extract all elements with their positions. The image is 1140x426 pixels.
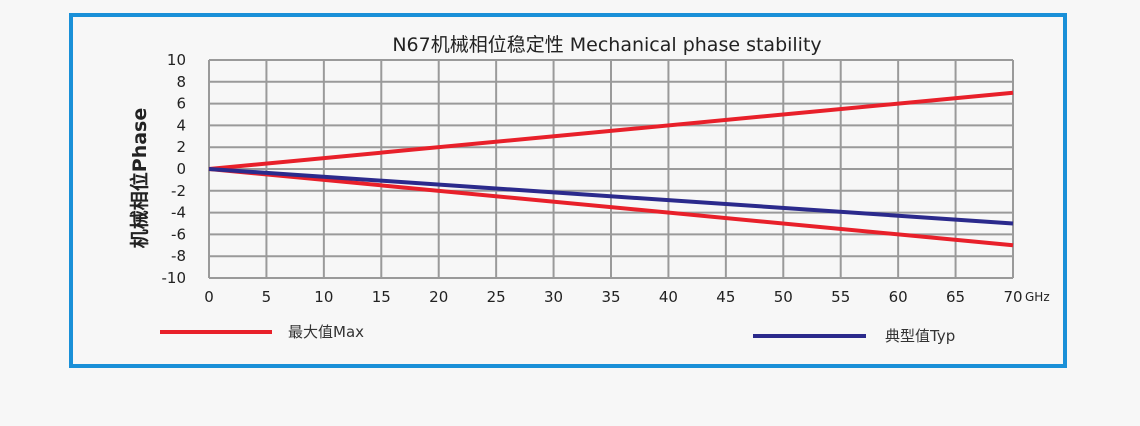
y-tick-label: 4: [176, 116, 186, 134]
x-tick-label: 45: [716, 288, 735, 306]
legend-label: 典型值Typ: [885, 327, 955, 345]
x-tick-label: 5: [262, 288, 272, 306]
y-tick-label: 6: [176, 95, 186, 113]
x-tick-label: 50: [774, 288, 793, 306]
x-tick-label: 60: [889, 288, 908, 306]
x-tick-label: 65: [946, 288, 965, 306]
x-tick-label: 0: [204, 288, 214, 306]
chart-title: N67机械相位稳定性 Mechanical phase stability: [392, 34, 821, 56]
x-tick-label: 40: [659, 288, 678, 306]
x-tick-label: 25: [487, 288, 506, 306]
series-line: [208, 167, 1014, 248]
x-axis-unit: GHz: [1025, 290, 1050, 304]
x-tick-label: 35: [601, 288, 620, 306]
series-line: [208, 90, 1014, 171]
x-tick-label: 15: [372, 288, 391, 306]
y-tick-label: -6: [171, 225, 186, 243]
y-tick-label: -10: [162, 269, 187, 287]
y-tick-label: 10: [167, 51, 186, 69]
y-tick-label: 8: [176, 73, 186, 91]
x-tick-label: 30: [544, 288, 563, 306]
y-tick-label: 2: [176, 138, 186, 156]
x-tick-label: 70: [1003, 288, 1022, 306]
x-tick-label: 20: [429, 288, 448, 306]
y-axis-label: 机械相位Phase: [128, 108, 151, 248]
legend-label: 最大值Max: [288, 323, 364, 341]
x-tick-label: 10: [314, 288, 333, 306]
y-tick-label: 0: [176, 160, 186, 178]
series-line: [208, 167, 1014, 226]
y-tick-label: -8: [171, 247, 186, 265]
y-tick-label: -2: [171, 182, 186, 200]
y-tick-label: -4: [171, 204, 186, 222]
x-tick-label: 55: [831, 288, 850, 306]
